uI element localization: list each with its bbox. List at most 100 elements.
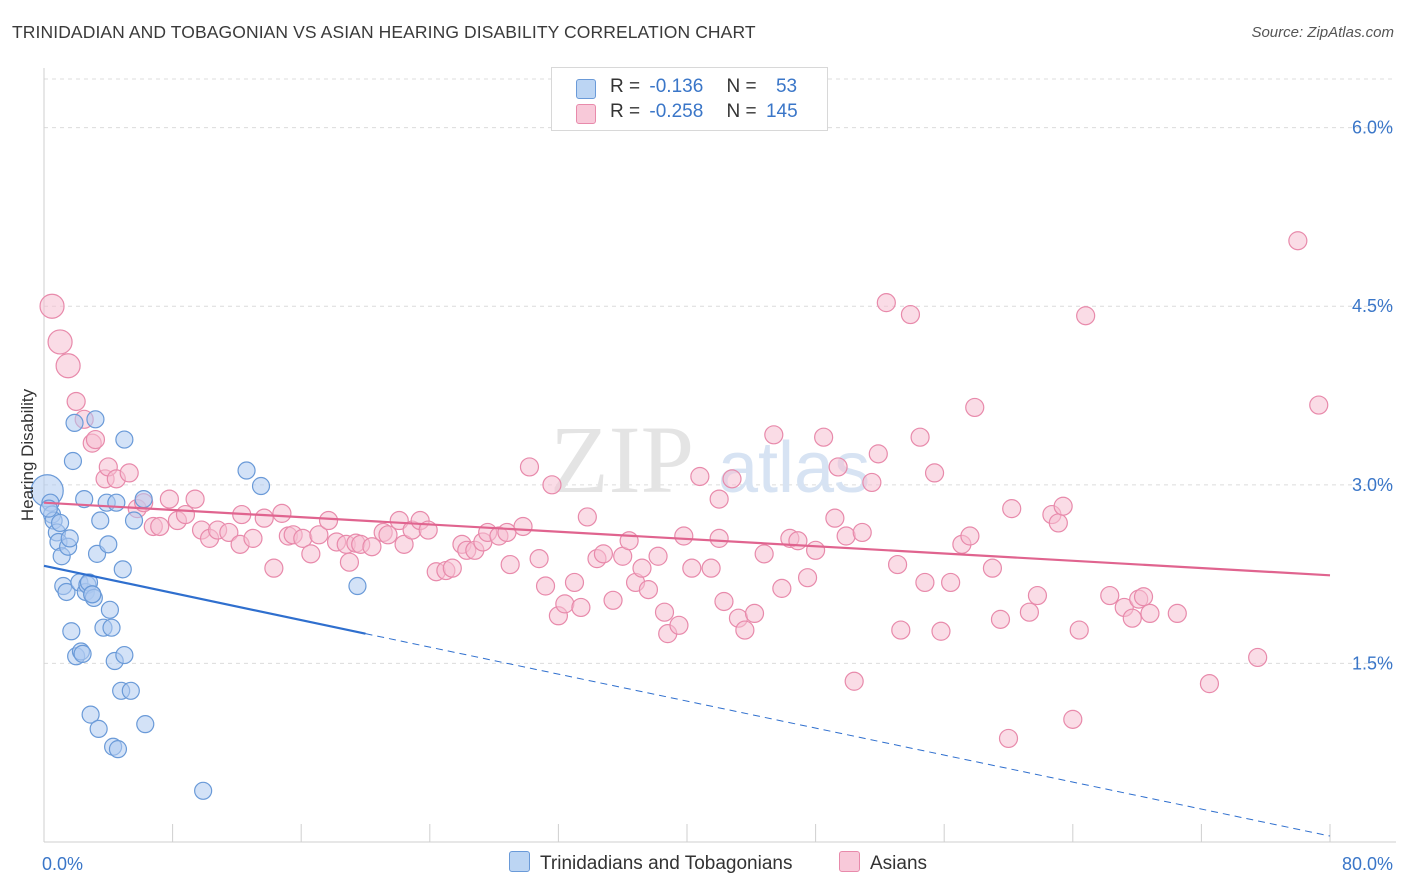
trinidadian-point	[113, 560, 132, 579]
legend-box: R = -0.136 N = 53 R = -0.258 N = 145	[551, 67, 828, 131]
legend-r-label: R =	[610, 101, 641, 122]
asian-point	[1167, 603, 1187, 624]
asian-point	[910, 427, 930, 447]
asian-point	[535, 576, 556, 596]
asian-point	[797, 568, 818, 588]
trinidadian-point	[237, 461, 256, 480]
asian-point	[709, 489, 729, 509]
legend-n-label: N =	[726, 76, 757, 97]
asian-point	[1140, 603, 1160, 624]
trinidadian-point	[39, 499, 58, 518]
asian-point	[714, 591, 734, 612]
asian-point	[1248, 647, 1268, 668]
asian-point	[593, 544, 614, 564]
chart-title: TRINIDADIAN AND TOBAGONIAN VS ASIAN HEAR…	[12, 22, 756, 42]
asian-point	[389, 510, 409, 531]
asian-point	[924, 463, 945, 483]
trinidadian-point	[136, 715, 155, 734]
asian-point	[690, 466, 710, 487]
asian-point	[982, 558, 1003, 578]
asian-point	[674, 526, 694, 546]
asian-point	[119, 463, 139, 483]
trinidadian-point	[134, 490, 153, 509]
asian-point	[836, 526, 856, 546]
asian-point	[301, 544, 321, 564]
asian-point	[852, 522, 872, 543]
legend-r-value: -0.258	[649, 101, 704, 122]
asian-point	[1309, 395, 1329, 415]
asian-point	[887, 554, 908, 575]
legend-r-label: R =	[610, 76, 641, 97]
asian-point	[1288, 231, 1308, 251]
asian-point	[564, 572, 585, 593]
asian-point	[654, 602, 675, 622]
asian-point	[1076, 306, 1096, 326]
trinidadian-point	[108, 740, 128, 759]
trinidadian-point	[86, 410, 105, 429]
trinidadian-point	[91, 511, 110, 530]
asian-point	[519, 457, 540, 477]
trinidadian-point	[89, 719, 108, 738]
watermark-zip: ZIP	[550, 406, 694, 513]
asian-point	[529, 549, 549, 569]
trinidadian-point	[115, 430, 134, 449]
asian-point	[272, 503, 292, 523]
bottom-legend-trinidadian: Trinidadians and Tobagonians	[509, 851, 792, 875]
legend-n-value: 145	[765, 101, 798, 122]
asian-point	[941, 572, 961, 593]
asian-point	[542, 475, 562, 495]
asian-point	[1100, 585, 1120, 606]
asian-point	[998, 728, 1019, 749]
bottom-legend-asians: Asians	[839, 851, 927, 875]
trinidadian-point	[102, 618, 121, 637]
asian-point	[754, 544, 774, 564]
legend-swatch-blue	[576, 79, 596, 99]
asian-point	[571, 597, 591, 618]
asian-point	[772, 578, 792, 598]
asian-point	[264, 558, 284, 578]
trinidadian-point	[121, 681, 140, 700]
asian-point	[931, 621, 951, 641]
y-tick-labels: 1.5% 3.0% 4.5% 6.0%	[1352, 118, 1393, 674]
trinidadian-points	[30, 410, 367, 800]
asian-point	[47, 329, 73, 355]
legend-r-value: -0.136	[649, 76, 704, 97]
asian-point	[682, 558, 702, 578]
trinidadian-point	[107, 493, 126, 512]
trinidadian-point	[99, 535, 118, 554]
asian-point	[175, 504, 196, 525]
asians-points	[39, 231, 1329, 749]
asian-point	[555, 594, 575, 614]
trinidadian-point	[83, 585, 102, 604]
asian-point	[1133, 587, 1154, 607]
asian-point	[638, 579, 659, 600]
asian-point	[825, 508, 845, 528]
x-tick-label-min: 0.0%	[42, 854, 83, 874]
trinidadian-point	[81, 705, 100, 724]
legend-n-label: N =	[726, 101, 757, 122]
y-axis-label: Hearing Disability	[18, 388, 37, 521]
trinidadian-point	[73, 644, 92, 663]
asian-point	[150, 516, 170, 537]
asian-point	[900, 304, 921, 325]
asian-point	[722, 469, 742, 489]
trinidadian-point	[194, 781, 213, 800]
grid-lines	[44, 78, 1396, 664]
asian-point	[1063, 709, 1083, 729]
asian-point	[1122, 608, 1142, 628]
trinidadian-point	[124, 511, 144, 530]
x-tick-label-max: 80.0%	[1342, 854, 1393, 874]
trinidadian-point	[348, 576, 367, 596]
asian-point	[735, 620, 755, 640]
asian-point	[1027, 585, 1048, 606]
y-tick-label: 1.5%	[1352, 653, 1393, 673]
legend-swatch-pink	[576, 104, 596, 124]
asian-point	[965, 397, 985, 418]
asian-point	[577, 507, 597, 527]
asian-point	[1069, 620, 1089, 640]
asian-point	[185, 489, 205, 509]
trinidadian-point	[115, 645, 134, 665]
asian-point	[990, 609, 1011, 629]
bottom-legend-swatch-blue	[509, 851, 530, 872]
